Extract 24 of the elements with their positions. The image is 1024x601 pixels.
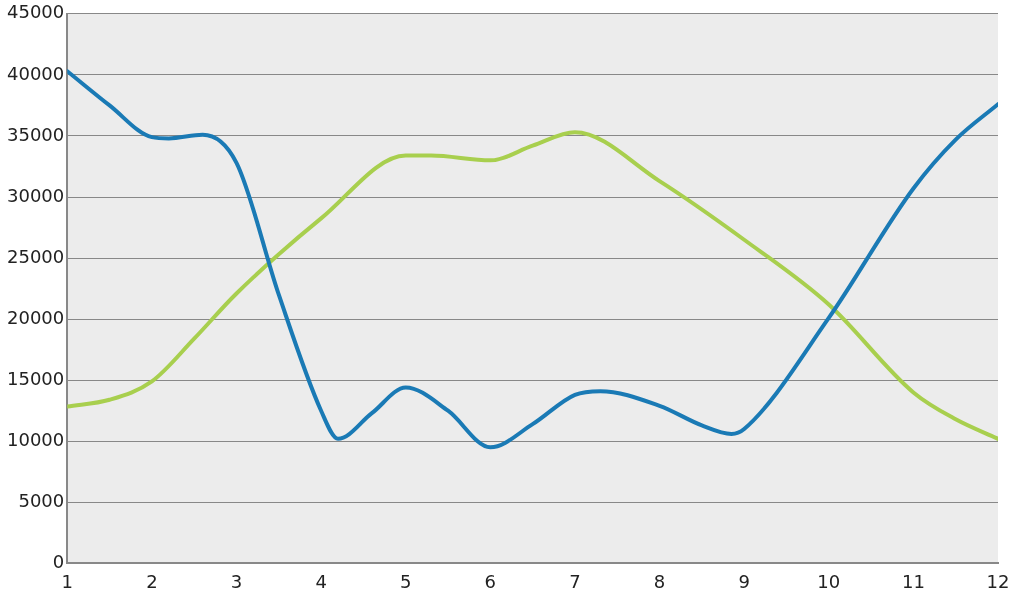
x-tick-label: 3 — [230, 570, 243, 592]
x-tick-label: 7 — [569, 570, 581, 592]
x-tick-label: 5 — [399, 570, 412, 592]
x-tick-label: 9 — [738, 570, 750, 592]
y-tick-label: 25000 — [7, 245, 65, 267]
y-tick-label: 20000 — [7, 306, 65, 328]
x-tick-label: 2 — [146, 570, 158, 592]
x-tick-label: 10 — [817, 570, 841, 592]
y-tick-label: 15000 — [7, 367, 65, 389]
y-tick-label: 0 — [52, 551, 65, 573]
y-tick-label: 45000 — [7, 1, 65, 23]
y-tick-label: 40000 — [7, 62, 65, 84]
x-tick-label: 12 — [986, 570, 1010, 592]
x-tick-label: 1 — [61, 570, 73, 592]
line-series — [67, 69, 998, 450]
y-tick-label: 5000 — [18, 490, 65, 512]
y-tick-label: 30000 — [7, 184, 65, 206]
y-tick-label: 10000 — [7, 428, 65, 450]
x-tick-label: 11 — [901, 570, 925, 592]
line-series — [67, 130, 998, 441]
x-tick-label: 8 — [653, 570, 666, 592]
y-tick-label: 35000 — [7, 123, 65, 145]
x-tick-label: 4 — [315, 570, 327, 592]
x-tick-label: 6 — [484, 570, 497, 592]
